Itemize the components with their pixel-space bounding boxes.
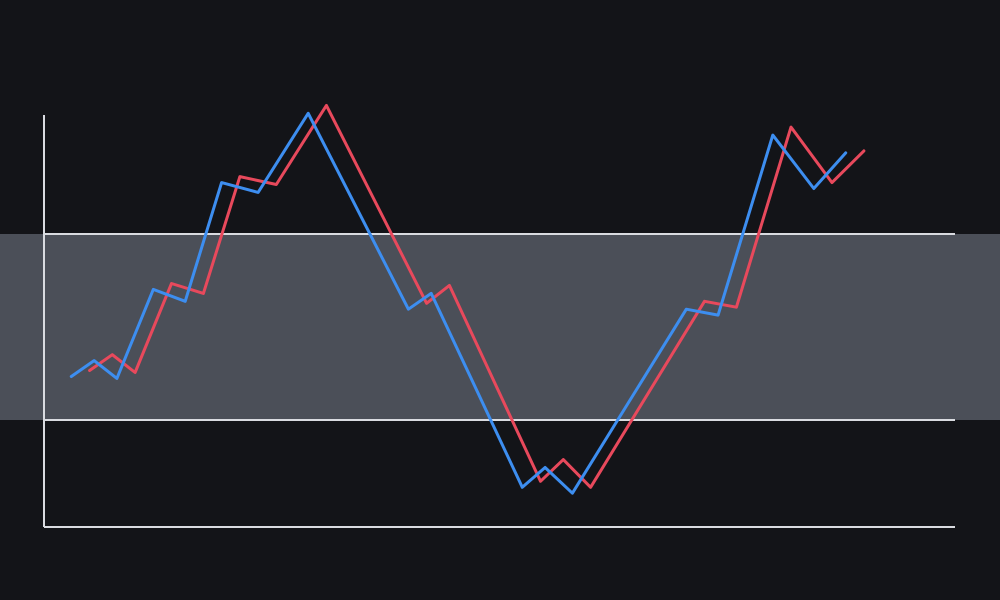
series-layer [69,103,866,495]
highlight-band [0,234,1000,420]
series-blue-line [69,111,848,495]
series-red-line [88,103,866,489]
